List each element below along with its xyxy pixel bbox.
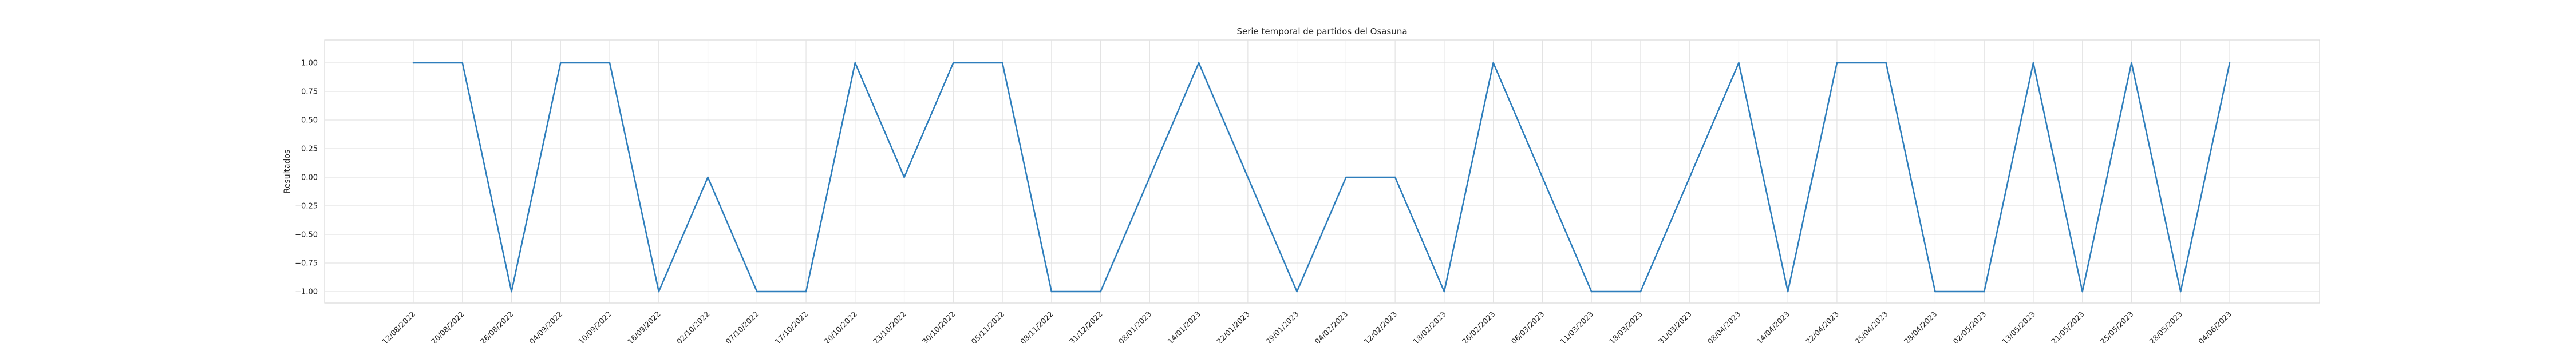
data-point <box>903 176 905 178</box>
x-tick-label: 07/10/2022 <box>725 310 761 343</box>
data-point <box>707 176 709 178</box>
x-tick-label: 22/01/2023 <box>1215 310 1252 343</box>
data-point <box>2179 290 2182 293</box>
data-point <box>412 62 414 64</box>
series-line <box>413 62 2231 293</box>
data-point <box>1689 176 1690 178</box>
data-point <box>1443 290 1445 293</box>
x-tick-label: 02/10/2022 <box>675 310 712 343</box>
data-point <box>2081 290 2084 293</box>
x-tick-label: 31/12/2022 <box>1068 310 1105 343</box>
data-point <box>511 290 512 293</box>
x-tick-label: 29/01/2023 <box>1265 310 1301 343</box>
data-point <box>1738 62 1740 64</box>
series-layer <box>412 62 2231 293</box>
data-point <box>1149 176 1151 178</box>
x-tick-label: 16/09/2022 <box>626 310 663 343</box>
x-tick-labels: 12/08/2022 20/08/2022 26/08/2022 04/09/2022… <box>381 310 2234 343</box>
y-tick-label: −0.50 <box>295 231 318 240</box>
x-tick-label: 04/06/2023 <box>2197 310 2234 343</box>
x-tick-label: 14/01/2023 <box>1166 310 1203 343</box>
x-tick-label: 08/11/2022 <box>1019 310 1056 343</box>
x-tick-label: 31/03/2023 <box>1657 310 1694 343</box>
x-tick-label: 08/01/2023 <box>1117 310 1154 343</box>
data-point <box>854 62 856 64</box>
data-point <box>1198 62 1200 64</box>
data-point <box>1590 290 1593 293</box>
data-point <box>805 290 807 293</box>
data-point <box>2229 62 2231 64</box>
x-tick-label: 04/02/2023 <box>1314 310 1350 343</box>
data-point <box>1639 290 1642 293</box>
y-tick-label: 0.00 <box>301 174 318 182</box>
x-gridlines <box>413 40 2230 303</box>
x-tick-label: 25/04/2023 <box>1854 310 1890 343</box>
y-tick-labels: −1.00 −0.75 −0.50 −0.25 0.00 0.25 0.50 0.75 1.00 <box>295 59 318 297</box>
y-axis-label: Resultados <box>283 150 292 194</box>
x-tick-label: 26/08/2022 <box>479 310 516 343</box>
x-tick-label: 13/05/2023 <box>2001 310 2037 343</box>
data-point <box>756 290 758 293</box>
x-tick-label: 25/05/2023 <box>2099 310 2136 343</box>
x-tick-label: 10/09/2022 <box>577 310 614 343</box>
y-tick-label: −1.00 <box>295 288 318 297</box>
data-point <box>953 62 954 64</box>
x-tick-label: 20/10/2022 <box>823 310 859 343</box>
x-tick-label: 28/05/2023 <box>2148 310 2184 343</box>
data-point <box>1983 290 1985 293</box>
data-point <box>559 62 562 64</box>
x-tick-label: 18/03/2023 <box>1608 310 1645 343</box>
y-tick-label: 0.25 <box>301 145 318 154</box>
data-point <box>1787 290 1789 293</box>
data-point <box>1885 62 1887 64</box>
x-tick-label: 17/10/2022 <box>773 310 810 343</box>
data-point <box>1345 176 1347 178</box>
x-tick-label: 12/02/2023 <box>1362 310 1399 343</box>
x-tick-label: 06/03/2023 <box>1510 310 1547 343</box>
x-tick-label: 14/04/2023 <box>1755 310 1792 343</box>
y-tick-label: 0.50 <box>301 117 318 125</box>
x-tick-label: 20/08/2022 <box>430 310 467 343</box>
x-tick-label: 28/04/2023 <box>1903 310 1939 343</box>
x-tick-label: 05/11/2022 <box>970 310 1006 343</box>
y-tick-label: 1.00 <box>301 59 318 68</box>
data-point <box>609 62 611 64</box>
data-point <box>658 290 660 293</box>
chart-title: Serie temporal de partidos del Osasuna <box>1236 26 1407 37</box>
data-point <box>1100 290 1101 293</box>
data-point <box>1836 62 1838 64</box>
x-tick-label: 18/02/2023 <box>1412 310 1448 343</box>
x-tick-label: 11/03/2023 <box>1559 310 1595 343</box>
x-tick-label: 12/08/2022 <box>381 310 417 343</box>
y-gridlines <box>325 62 2320 292</box>
x-tick-label: 02/05/2023 <box>1951 310 1988 343</box>
y-tick-label: 0.75 <box>301 88 318 97</box>
y-tick-label: −0.25 <box>295 202 318 211</box>
y-tick-label: −0.75 <box>295 260 318 268</box>
x-tick-label: 04/09/2022 <box>528 310 565 343</box>
data-point <box>1247 176 1249 178</box>
data-point <box>1492 62 1494 64</box>
x-tick-label: 22/04/2023 <box>1804 310 1841 343</box>
x-tick-label: 30/10/2022 <box>921 310 958 343</box>
data-point <box>2131 62 2132 64</box>
data-point <box>1934 290 1936 293</box>
data-point <box>1050 290 1053 293</box>
plot-area <box>324 39 2320 304</box>
data-point <box>461 62 464 64</box>
data-point <box>1001 62 1003 64</box>
data-point <box>2032 62 2034 64</box>
x-tick-label: 08/04/2023 <box>1706 310 1743 343</box>
data-point <box>1296 290 1298 293</box>
x-tick-label: 26/02/2023 <box>1461 310 1498 343</box>
x-tick-label: 23/10/2022 <box>872 310 908 343</box>
data-point <box>1394 176 1396 178</box>
data-point <box>1542 176 1543 178</box>
x-tick-label: 21/05/2023 <box>2050 310 2087 343</box>
